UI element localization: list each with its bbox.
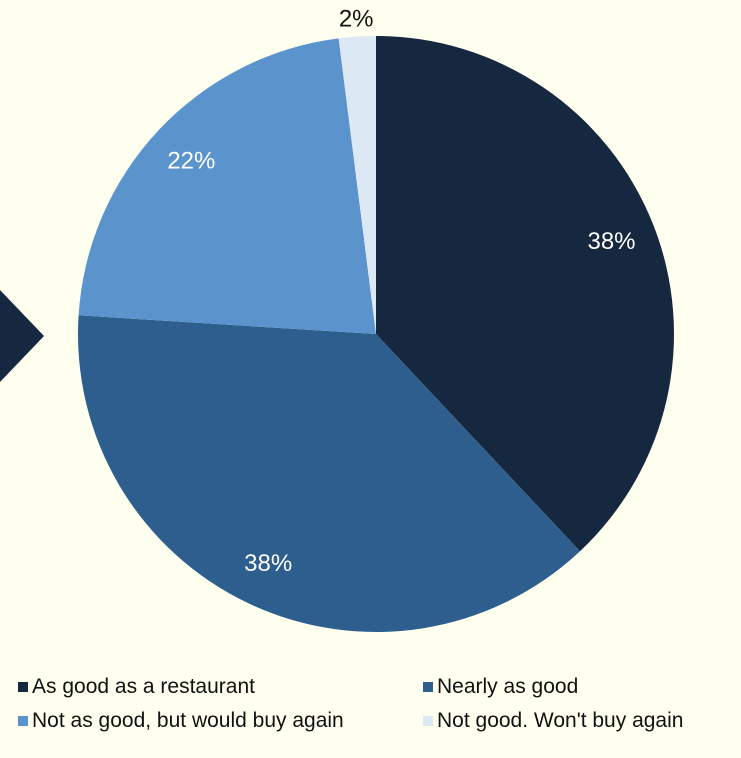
legend-label: Not as good, but would buy again [32, 709, 344, 732]
slice-labels: 38% 38% 22% 2% [167, 6, 635, 578]
slice-label-nearly-as-good: 38% [244, 550, 292, 577]
legend: As good as a restaurant Nearly as good Not… [18, 675, 683, 732]
slice-label-not-as-good-but-would-buy-again: 22% [167, 148, 215, 175]
legend-label: As good as a restaurant [32, 675, 255, 698]
slice-label-as-good-as-a-restaurant: 38% [587, 228, 635, 255]
slice-label-not-good-won-t-buy-again: 2% [339, 6, 374, 33]
legend-item-as-good-as-a-restaurant: As good as a restaurant [18, 675, 255, 698]
pie-slice-nearly-as-good [77, 315, 580, 632]
legend-swatch [18, 716, 28, 726]
arrow-decoration [0, 290, 44, 382]
pie-slices [77, 36, 674, 632]
legend-item-not-good-won-t-buy-again: Not good. Won't buy again [423, 709, 683, 732]
legend-item-not-as-good-but-would-buy-again: Not as good, but would buy again [18, 709, 344, 732]
legend-swatch [18, 682, 28, 692]
legend-label: Nearly as good [437, 675, 578, 698]
legend-label: Not good. Won't buy again [437, 709, 683, 732]
legend-swatch [423, 682, 433, 692]
pie-slice-not-good-won-t-buy-again [338, 36, 376, 334]
pie-slice-as-good-as-a-restaurant [376, 36, 674, 552]
legend-item-nearly-as-good: Nearly as good [423, 675, 578, 698]
legend-swatch [423, 716, 433, 726]
pie-slice-not-as-good-but-would-buy-again [78, 38, 376, 334]
